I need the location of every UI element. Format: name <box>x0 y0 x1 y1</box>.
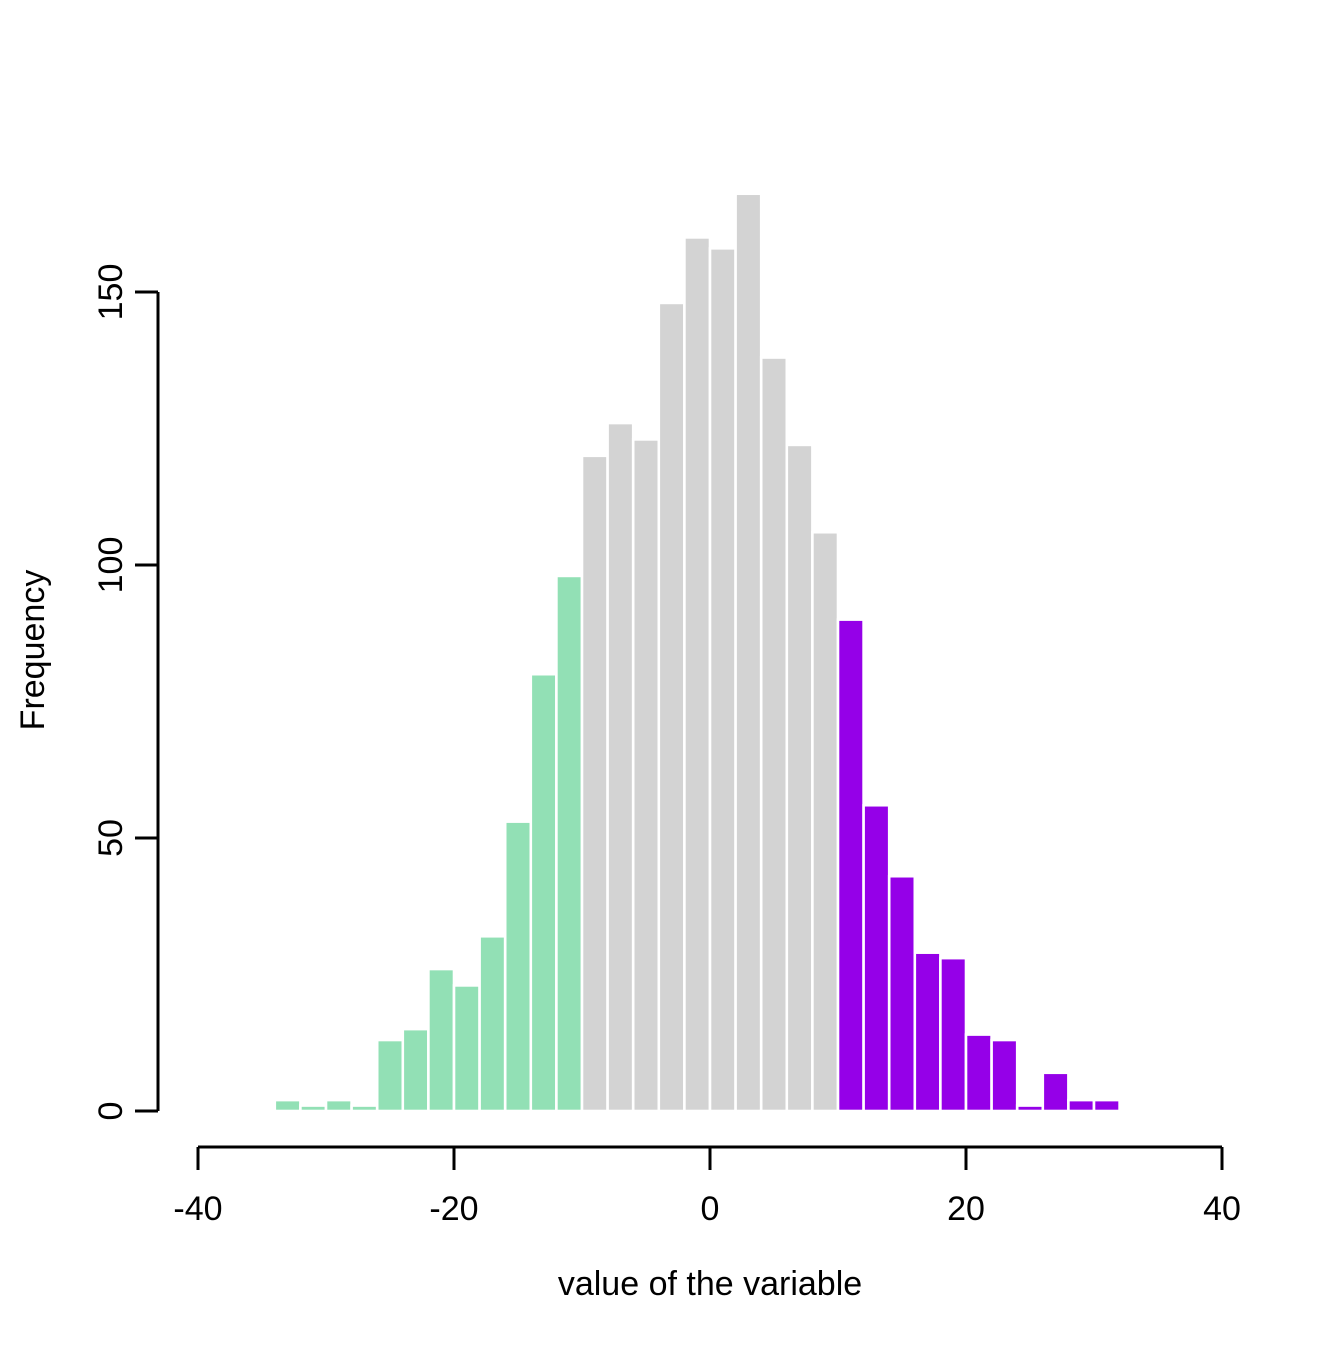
x-axis-title: value of the variable <box>558 1265 862 1303</box>
histogram-bar--16-to--14 <box>503 820 533 1113</box>
histogram-bar--2-to-0 <box>683 236 712 1113</box>
histogram-bar-4-to-6 <box>759 356 789 1113</box>
histogram-bar--6-to--4 <box>631 438 661 1113</box>
histogram-bar--4-to--2 <box>657 301 686 1113</box>
histogram-bar-10-to-12 <box>836 618 865 1113</box>
x-tick-label--40: -40 <box>173 1190 222 1228</box>
histogram-bar-8-to-10 <box>811 530 840 1113</box>
y-tick-label-100: 100 <box>92 537 130 594</box>
histogram-bar-22-to-24 <box>990 1038 1019 1113</box>
histogram-bar-16-to-18 <box>913 951 942 1113</box>
histogram-bar-2-to-4 <box>734 192 763 1113</box>
x-tick-label-40: 40 <box>1203 1190 1241 1228</box>
axes-layer: -40 -20 0 20 40 0 50 100 150 <box>92 264 1241 1228</box>
histogram-bar-14-to-16 <box>887 874 917 1113</box>
histogram-bar--18-to--16 <box>478 934 507 1113</box>
histogram-bar-0-to-2 <box>708 247 737 1113</box>
histogram-bar-20-to-22 <box>964 1033 993 1113</box>
histogram-bar-12-to-14 <box>862 803 891 1113</box>
histogram-bar--10-to--8 <box>580 454 609 1113</box>
histogram-bar--8-to--6 <box>606 421 635 1113</box>
histogram-bar--34-to--32 <box>273 1098 302 1113</box>
histogram-bar--32-to--30 <box>299 1104 328 1113</box>
y-tick-label-50: 50 <box>92 819 130 857</box>
bars-layer <box>273 192 1121 1113</box>
y-tick-label-150: 150 <box>92 264 130 321</box>
x-tick-label--20: -20 <box>429 1190 478 1228</box>
histogram-bar-30-to-32 <box>1092 1098 1121 1113</box>
histogram-bar-28-to-30 <box>1067 1098 1096 1113</box>
histogram-bar--20-to--18 <box>452 984 481 1113</box>
histogram-bar-26-to-28 <box>1041 1071 1070 1113</box>
histogram-bar--28-to--26 <box>350 1104 379 1113</box>
x-tick-label-20: 20 <box>947 1190 985 1228</box>
histogram-bar--26-to--24 <box>375 1038 405 1113</box>
y-axis-title: Frequency <box>14 570 52 731</box>
histogram-bar-24-to-26 <box>1015 1104 1045 1113</box>
histogram-bar--30-to--28 <box>324 1098 353 1113</box>
histogram-bar--22-to--20 <box>427 967 456 1113</box>
x-tick-label-0: 0 <box>701 1190 720 1228</box>
histogram-bar-18-to-20 <box>939 956 968 1113</box>
histogram-bar--24-to--22 <box>401 1027 430 1113</box>
histogram-bar--12-to--10 <box>555 574 584 1113</box>
histogram-bar--14-to--12 <box>529 672 558 1113</box>
histogram-bar-6-to-8 <box>785 443 814 1113</box>
y-tick-label-0: 0 <box>92 1102 130 1121</box>
